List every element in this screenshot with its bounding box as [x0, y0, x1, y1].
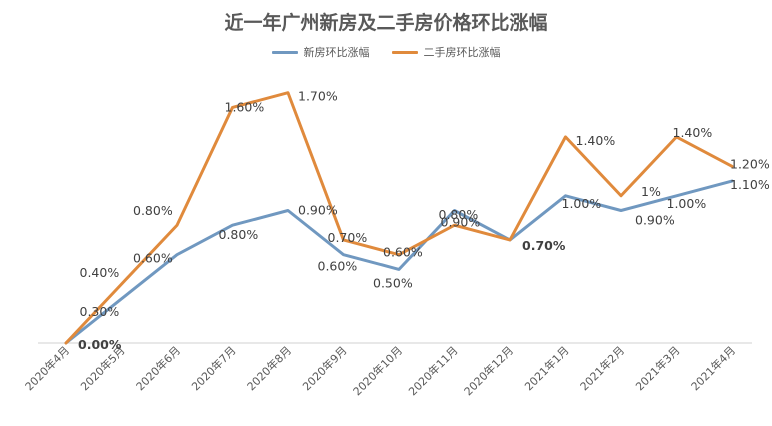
data-label: 1.10% [730, 177, 770, 192]
legend-item-new-house: 新房环比涨幅 [271, 44, 370, 60]
data-label: 1.60% [225, 99, 265, 114]
data-label: 0.80% [133, 203, 173, 218]
legend-label-new-house: 新房环比涨幅 [303, 46, 370, 59]
legend-swatch-new-house [271, 50, 298, 54]
data-label: 1.40% [673, 125, 713, 140]
data-label: 1.70% [298, 89, 338, 104]
data-label: 0.00% [78, 337, 122, 352]
x-tick-label: 2020年4月 [22, 343, 72, 393]
x-tick-label: 2020年6月 [133, 343, 183, 393]
chart-title: 近一年广州新房及二手房价格环比涨幅 [224, 12, 548, 34]
legend-item-second-hand: 二手房环比涨幅 [391, 44, 501, 60]
data-label: 1% [641, 184, 661, 199]
x-tick-label: 2020年7月 [188, 343, 238, 393]
x-tick-label: 2020年11月 [405, 343, 460, 398]
data-label: 1.00% [562, 196, 602, 211]
legend-swatch-second-hand [391, 50, 418, 54]
x-tick-label: 2020年10月 [350, 343, 405, 398]
x-tick-label: 2020年8月 [244, 343, 294, 393]
data-label: 0.90% [441, 215, 481, 230]
series-line-1 [64, 91, 734, 345]
legend: 新房环比涨幅 二手房环比涨幅 [0, 44, 772, 60]
data-label: 0.80% [439, 207, 479, 222]
data-label: 0.90% [298, 203, 338, 218]
data-label: 0.40% [80, 265, 120, 280]
data-label: 1.20% [730, 156, 770, 171]
data-label: 1.40% [576, 133, 616, 148]
data-label: 0.80% [219, 227, 259, 242]
data-label: 0.60% [133, 251, 173, 266]
data-label: 0.60% [383, 245, 423, 260]
data-label: 0.70% [328, 230, 368, 245]
x-tick-label: 2020年9月 [299, 343, 349, 393]
x-tick-label: 2021年4月 [688, 343, 738, 393]
data-label: 1.00% [667, 196, 707, 211]
data-label: 0.30% [80, 304, 120, 319]
x-tick-label: 2020年12月 [461, 343, 516, 398]
x-tick-label: 2021年3月 [632, 343, 682, 393]
x-tick-label: 2021年1月 [521, 343, 571, 393]
series-line-0 [64, 179, 734, 345]
x-tick-label: 2021年2月 [577, 343, 627, 393]
data-label: 0.70% [522, 238, 566, 253]
data-label: 0.90% [635, 213, 675, 228]
legend-label-second-hand: 二手房环比涨幅 [423, 46, 501, 59]
data-label: 0.60% [318, 259, 358, 274]
data-label: 0.50% [373, 275, 413, 290]
